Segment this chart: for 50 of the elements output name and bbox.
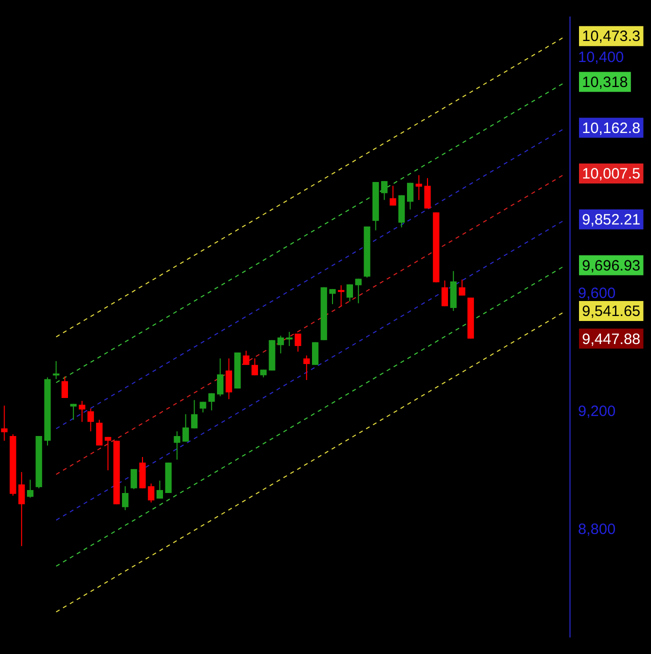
candlestick xyxy=(96,419,103,446)
candlestick xyxy=(18,472,25,547)
candlestick xyxy=(329,288,336,305)
candlestick xyxy=(458,279,466,296)
candlestick xyxy=(338,284,344,307)
text: 9,447.88 xyxy=(582,330,640,348)
candlestick xyxy=(416,174,422,200)
candlestick xyxy=(216,358,224,397)
candlestick xyxy=(208,392,215,411)
text: 9,541.65 xyxy=(582,303,640,320)
candlestick xyxy=(130,468,138,490)
y-tick-label: 8,800 xyxy=(578,521,616,538)
text: 9,696.93 xyxy=(582,257,640,274)
candlestick xyxy=(346,284,354,302)
candlestick xyxy=(104,436,112,471)
candlestick xyxy=(226,358,232,400)
candlestick xyxy=(303,354,310,380)
candlestick xyxy=(182,414,189,442)
candlestick xyxy=(252,358,258,376)
candlestick xyxy=(26,479,34,498)
candlestick xyxy=(277,335,284,354)
text: 10,473.3 xyxy=(582,28,640,46)
y-tick-label: 9,200 xyxy=(578,402,616,420)
candlestick xyxy=(406,182,414,210)
candlestick xyxy=(52,360,60,380)
candlestick xyxy=(156,480,164,500)
candlestick xyxy=(294,333,302,352)
candlestick xyxy=(62,376,68,398)
candlestick xyxy=(312,342,318,366)
candlestick xyxy=(286,331,293,347)
candlestick xyxy=(242,350,250,366)
text: 9,852.21 xyxy=(582,212,640,229)
candlestick xyxy=(381,180,388,200)
y-tick-label: 9,600 xyxy=(578,284,616,302)
candlestick xyxy=(191,400,198,429)
candlestick xyxy=(148,483,154,503)
candlestick xyxy=(355,278,362,304)
candlestick xyxy=(78,400,86,422)
candlestick xyxy=(442,280,448,307)
text: 10,318 xyxy=(582,74,628,92)
text: 10,007.5 xyxy=(582,166,640,183)
candlestick xyxy=(390,185,396,206)
candlestick xyxy=(424,178,431,210)
text: 10,162.8 xyxy=(582,120,640,137)
candlestick xyxy=(87,408,94,432)
candlestick xyxy=(1,405,8,442)
candlestick xyxy=(174,430,180,460)
y-tick-label: 10,400 xyxy=(578,48,624,66)
candlestick xyxy=(70,403,77,420)
candlestick xyxy=(122,486,128,511)
